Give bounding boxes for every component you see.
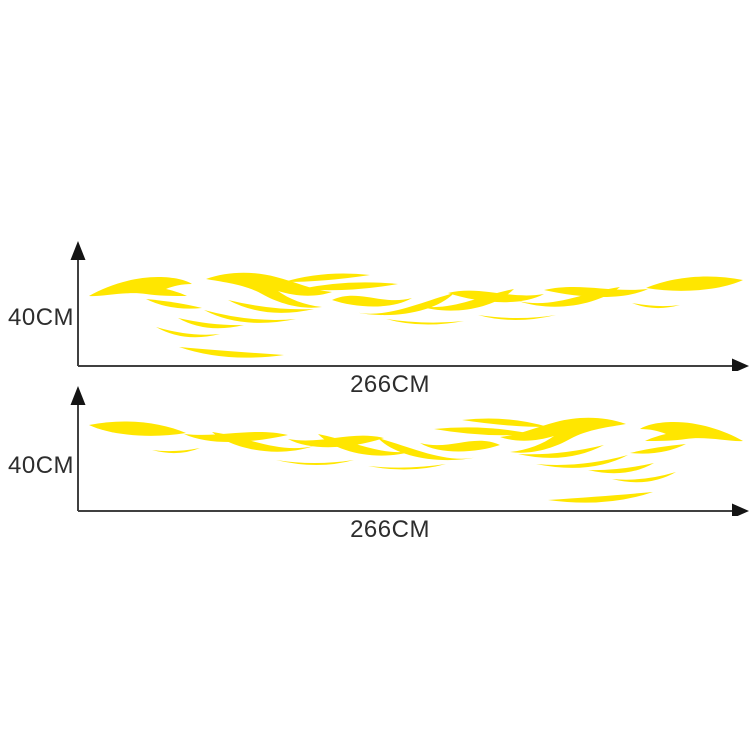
up-arrow-icon: [70, 386, 86, 405]
bottom-strip-height-label: 40CM: [8, 452, 75, 479]
right-arrow-icon: [732, 358, 749, 371]
bottom-strip-width-label: 266CM: [350, 516, 430, 543]
flame-decal-bottom: [89, 417, 743, 503]
up-arrow-icon: [70, 241, 86, 260]
bottom-strip-figure: [70, 386, 749, 516]
top-strip-figure: [70, 241, 749, 371]
right-arrow-icon: [732, 503, 749, 516]
top-strip-height-label: 40CM: [8, 304, 75, 331]
flame-decal-top: [89, 272, 743, 358]
top-strip-width-label: 266CM: [350, 371, 430, 398]
